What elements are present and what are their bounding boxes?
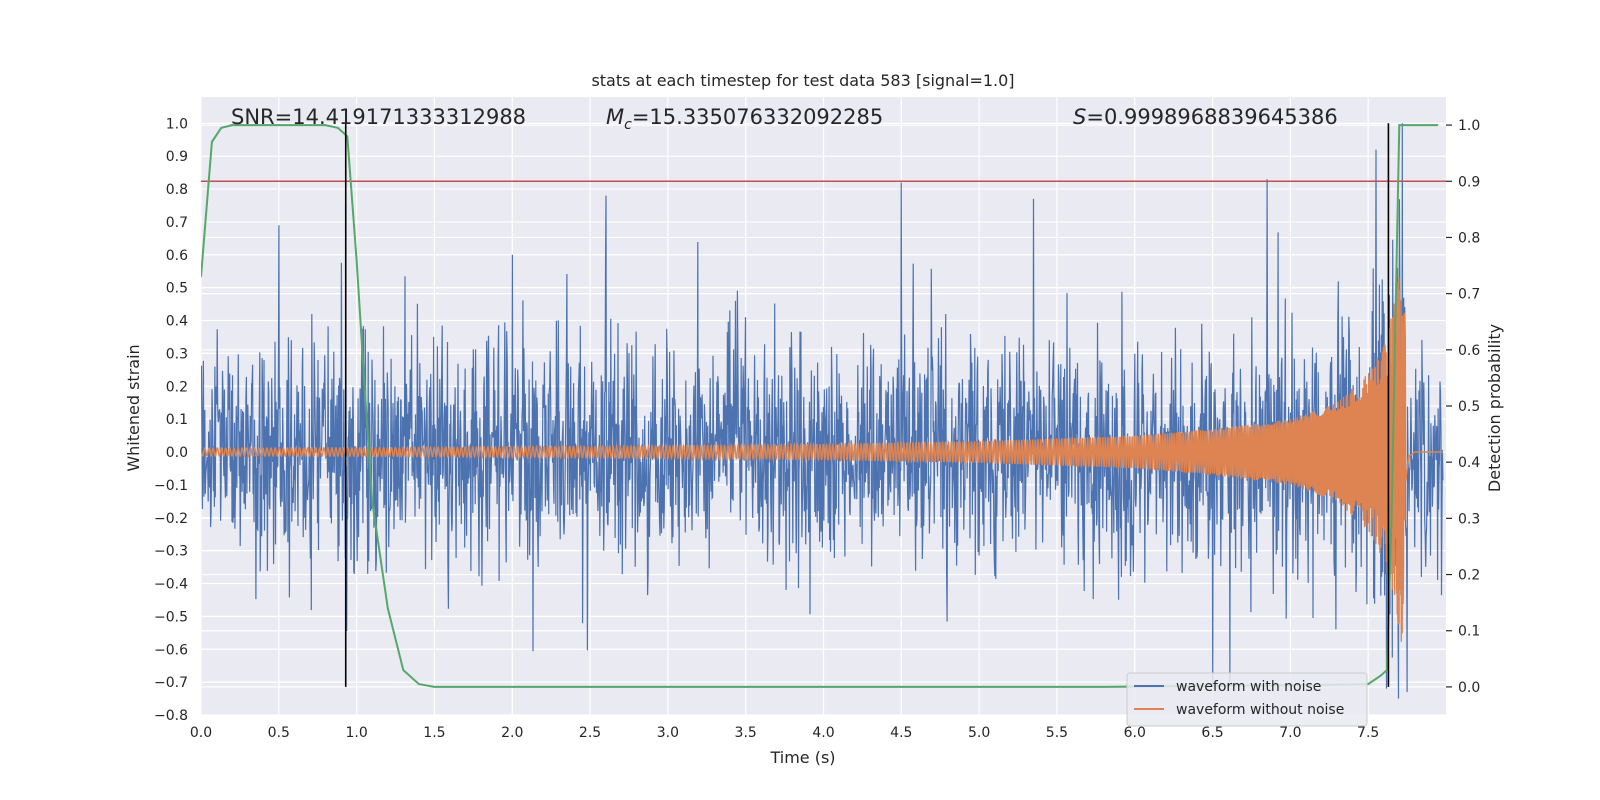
series-waveform-without-noise bbox=[201, 278, 1443, 642]
y2-tick-label: 0.1 bbox=[1458, 624, 1480, 640]
y2-tick-label: 0.3 bbox=[1458, 511, 1480, 527]
x-tick-label: 7.5 bbox=[1357, 725, 1379, 741]
y-tick-label: −0.6 bbox=[154, 642, 188, 658]
y-tick-label: 0.2 bbox=[166, 379, 188, 395]
x-tick-label: 3.5 bbox=[735, 725, 757, 741]
y-tick-label: −0.8 bbox=[154, 708, 188, 724]
y-tick-label: −0.7 bbox=[154, 675, 188, 691]
y2-axis-label: Detection probability bbox=[1485, 324, 1504, 492]
legend-label-signal: waveform without noise bbox=[1176, 702, 1344, 718]
vertical-markers bbox=[344, 123, 1390, 687]
chirp-mass-subscript: c bbox=[624, 117, 632, 133]
y-tick-label: −0.1 bbox=[154, 478, 188, 494]
y-tick-label: 0.5 bbox=[166, 281, 188, 297]
y2-tick-label: 0.6 bbox=[1458, 343, 1480, 359]
y2-tick-label: 0.9 bbox=[1458, 174, 1480, 190]
y-axis-label: Whitened strain bbox=[124, 344, 143, 471]
x-tick-label: 4.0 bbox=[812, 725, 834, 741]
x-axis-ticks: 0.0 0.5 1.0 1.5 2.0 2.5 3.0 3.5 4.0 4.5 5.0 5.5 6.0 6… bbox=[190, 725, 1379, 741]
y-tick-label: 0.4 bbox=[166, 314, 188, 330]
y-tick-label: 0.7 bbox=[166, 215, 188, 231]
y-axis-ticks: −0.8 −0.7 −0.6 −0.5 −0.4 −0.3 −0.2 −0.1 0.0 0.1 0.… bbox=[154, 116, 188, 724]
y-tick-label: 0.6 bbox=[166, 248, 188, 264]
legend-box bbox=[1126, 672, 1368, 727]
x-tick-label: 5.0 bbox=[968, 725, 990, 741]
y2-tick-label: 0.0 bbox=[1458, 680, 1480, 696]
x-tick-label: 0.5 bbox=[268, 725, 290, 741]
chirp-mass-symbol: M bbox=[606, 105, 624, 129]
x-tick-label: 6.0 bbox=[1124, 725, 1146, 741]
series-detection-probability bbox=[201, 124, 1439, 688]
snr-annotation: SNR=14.419171333312988 bbox=[231, 105, 526, 129]
chirp-mass-annotation: Mc=15.335076332092285 bbox=[606, 105, 883, 133]
y2-tick-label: 0.2 bbox=[1458, 568, 1480, 584]
y2-tick-label: 0.5 bbox=[1458, 399, 1480, 415]
x-tick-label: 4.5 bbox=[890, 725, 912, 741]
x-tick-label: 1.0 bbox=[345, 725, 367, 741]
legend-label-noise: waveform with noise bbox=[1176, 679, 1321, 695]
x-tick-label: 0.0 bbox=[190, 725, 212, 741]
y-tick-label: 0.1 bbox=[166, 412, 188, 428]
y-tick-label: −0.2 bbox=[154, 511, 188, 527]
x-tick-label: 1.5 bbox=[423, 725, 445, 741]
x-tick-label: 2.0 bbox=[501, 725, 523, 741]
y-tick-label: −0.4 bbox=[154, 577, 188, 593]
score-annotation: S=0.9998968839645386 bbox=[1073, 105, 1338, 129]
y2-tick-label: 1.0 bbox=[1458, 118, 1480, 134]
score-value: =0.9998968839645386 bbox=[1086, 105, 1337, 129]
x-tick-label: 3.0 bbox=[657, 725, 679, 741]
y2-tick-label: 0.4 bbox=[1458, 455, 1480, 471]
y-tick-label: 0.8 bbox=[166, 182, 188, 198]
plot-content bbox=[201, 123, 1446, 699]
chart-title: stats at each timestep for test data 583… bbox=[591, 71, 1014, 90]
chirp-mass-value: =15.335076332092285 bbox=[632, 105, 883, 129]
legend: waveform with noise waveform without noi… bbox=[1126, 672, 1368, 727]
y-tick-label: −0.5 bbox=[154, 609, 188, 625]
y-tick-label: 0.3 bbox=[166, 346, 188, 362]
y2-tick-label: 0.8 bbox=[1458, 230, 1480, 246]
x-tick-label: 2.5 bbox=[579, 725, 601, 741]
y2-axis-ticks: 0.0 0.1 0.2 0.3 0.4 0.5 0.6 0.7 0.8 0.9 1.0 bbox=[1446, 118, 1480, 696]
x-tick-label: 7.0 bbox=[1279, 725, 1301, 741]
y-tick-label: 0.9 bbox=[166, 149, 188, 165]
x-axis-label: Time (s) bbox=[769, 748, 835, 767]
x-tick-label: 6.5 bbox=[1201, 725, 1223, 741]
y-tick-label: 1.0 bbox=[166, 116, 188, 132]
y2-tick-label: 0.7 bbox=[1458, 287, 1480, 303]
y-tick-label: −0.3 bbox=[154, 544, 188, 560]
x-tick-label: 5.5 bbox=[1046, 725, 1068, 741]
y-tick-label: 0.0 bbox=[166, 445, 188, 461]
score-symbol: S bbox=[1073, 105, 1086, 129]
